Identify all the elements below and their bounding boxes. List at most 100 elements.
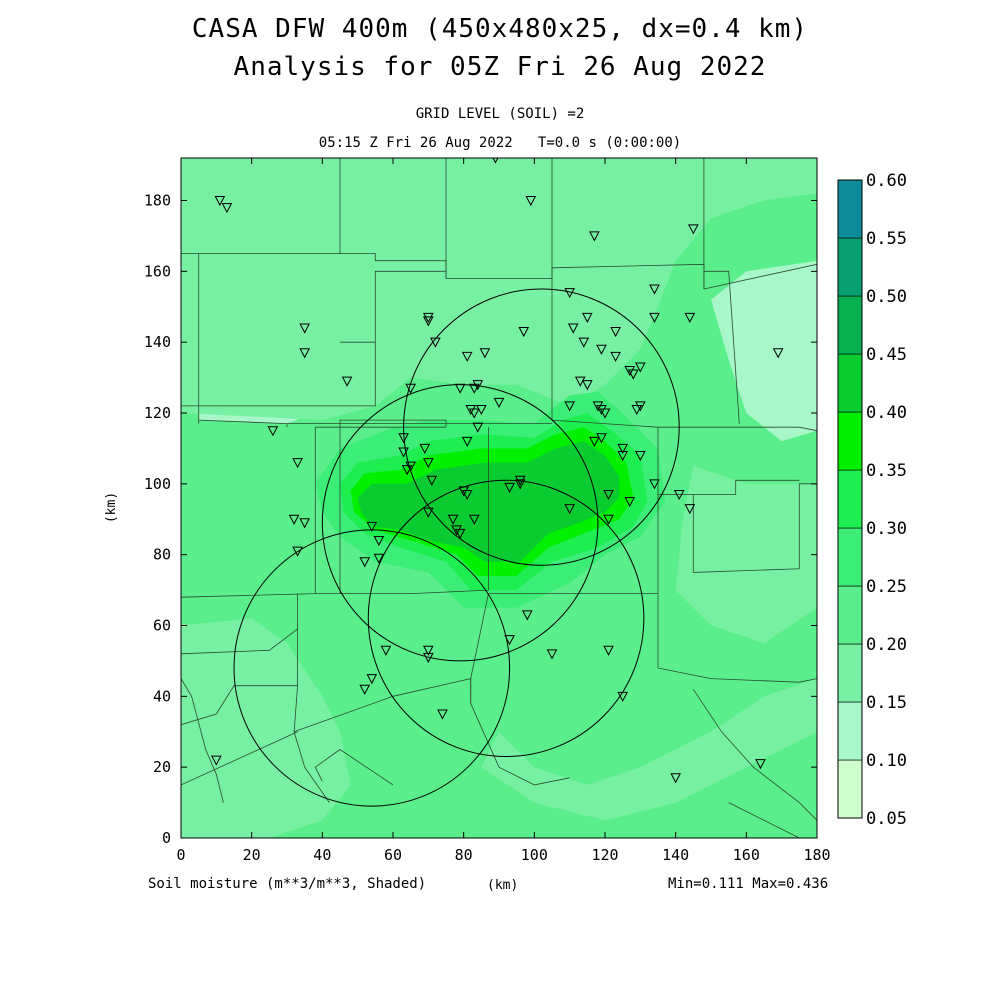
- station-marker: [599, 408, 611, 419]
- chart-subtitle: Analysis for 05Z Fri 26 Aug 2022: [233, 52, 767, 82]
- time-label: 05:15 Z Fri 26 Aug 2022 T=0.0 s (0:00:00…: [318, 135, 682, 151]
- station-marker: [423, 507, 434, 518]
- colorbar-label: 0.30: [866, 519, 907, 539]
- station-marker: [673, 489, 685, 501]
- station-marker: [624, 366, 636, 377]
- x-tick-label: 0: [176, 846, 185, 864]
- station-marker: [504, 635, 515, 646]
- station-marker: [398, 447, 409, 458]
- station-marker: [649, 284, 660, 295]
- station-marker: [635, 401, 646, 412]
- y-tick-label: 20: [153, 758, 171, 776]
- station-marker: [596, 344, 607, 355]
- station-marker: [582, 380, 593, 391]
- station-marker: [267, 426, 279, 437]
- station-marker: [649, 312, 660, 323]
- colorbar-segment: [837, 179, 863, 239]
- colorbar-segment: [837, 759, 863, 819]
- station-marker: [373, 536, 385, 547]
- station-marker: [772, 348, 784, 359]
- colorbar-label: 0.20: [866, 635, 907, 655]
- y-tick-label: 160: [144, 262, 171, 280]
- station-marker: [635, 362, 646, 373]
- station-marker: [380, 645, 392, 656]
- colorbar-segment: [837, 411, 863, 471]
- x-axis-label: (km): [487, 878, 519, 893]
- colorbar-segment: [837, 585, 863, 645]
- station-marker: [472, 422, 484, 433]
- station-marker: [423, 458, 434, 469]
- station-marker: [603, 514, 614, 525]
- station-marker: [465, 404, 477, 416]
- y-axis-label: (km): [104, 491, 120, 524]
- station-marker: [299, 348, 310, 359]
- station-marker: [582, 312, 593, 323]
- radar-range-ring: [367, 479, 645, 758]
- y-tick-label: 120: [144, 404, 171, 422]
- station-marker: [366, 674, 378, 685]
- county-boundary: [293, 685, 330, 803]
- colorbar-label: 0.60: [866, 171, 907, 191]
- station-marker: [461, 436, 473, 447]
- station-marker: [514, 479, 526, 490]
- colorbar-label: 0.25: [866, 577, 907, 597]
- station-marker: [564, 288, 575, 299]
- station-marker: [617, 691, 628, 702]
- station-marker: [211, 755, 222, 766]
- station-marker: [476, 404, 487, 416]
- station-marker: [688, 224, 699, 235]
- y-tick-label: 80: [153, 546, 171, 564]
- colorbar-segment: [837, 701, 863, 761]
- colorbar-segment: [837, 527, 863, 587]
- station-marker: [610, 327, 621, 338]
- county-boundary: [181, 270, 446, 407]
- station-marker: [461, 351, 473, 362]
- station-marker: [398, 433, 409, 444]
- county-boundary: [181, 593, 299, 655]
- variable-label: Soil moisture (m**3/m**3, Shaded): [148, 876, 427, 892]
- x-tick-label: 20: [243, 846, 261, 864]
- station-marker: [610, 351, 621, 362]
- station-marker: [401, 465, 413, 476]
- colorbar-label: 0.10: [866, 751, 907, 771]
- y-tick-label: 40: [153, 687, 171, 705]
- y-tick-label: 140: [144, 333, 171, 351]
- station-marker: [617, 451, 628, 462]
- x-tick-label: 160: [733, 846, 760, 864]
- station-marker: [518, 327, 530, 338]
- station-marker: [458, 486, 469, 497]
- station-marker: [468, 383, 480, 394]
- station-marker: [574, 376, 586, 387]
- station-marker: [684, 504, 696, 515]
- station-marker: [292, 458, 303, 469]
- station-marker: [631, 404, 643, 416]
- station-marker: [292, 546, 303, 557]
- station-marker: [755, 759, 766, 770]
- station-marker: [649, 479, 660, 490]
- station-marker: [493, 397, 505, 408]
- station-marker: [624, 497, 636, 508]
- colorbar-label: 0.45: [866, 345, 907, 365]
- shaded-region: [711, 260, 817, 442]
- station-marker: [603, 489, 614, 501]
- station-marker: [589, 231, 600, 242]
- station-marker: [617, 443, 628, 454]
- x-tick-label: 120: [591, 846, 618, 864]
- colorbar-frame: [837, 179, 863, 819]
- station-marker: [670, 773, 681, 784]
- station-marker: [359, 684, 371, 695]
- county-boundary: [470, 593, 489, 679]
- station-marker: [525, 196, 537, 207]
- station-marker: [366, 521, 378, 532]
- station-marker: [359, 557, 371, 568]
- colorbar-label: 0.40: [866, 403, 907, 423]
- x-tick-label: 140: [662, 846, 689, 864]
- station-marker: [592, 401, 604, 412]
- station-marker: [589, 436, 600, 447]
- station-marker: [419, 443, 431, 454]
- colorbar-segment: [837, 643, 863, 703]
- county-boundary: [551, 398, 817, 432]
- station-marker: [521, 610, 533, 621]
- x-tick-label: 40: [313, 846, 331, 864]
